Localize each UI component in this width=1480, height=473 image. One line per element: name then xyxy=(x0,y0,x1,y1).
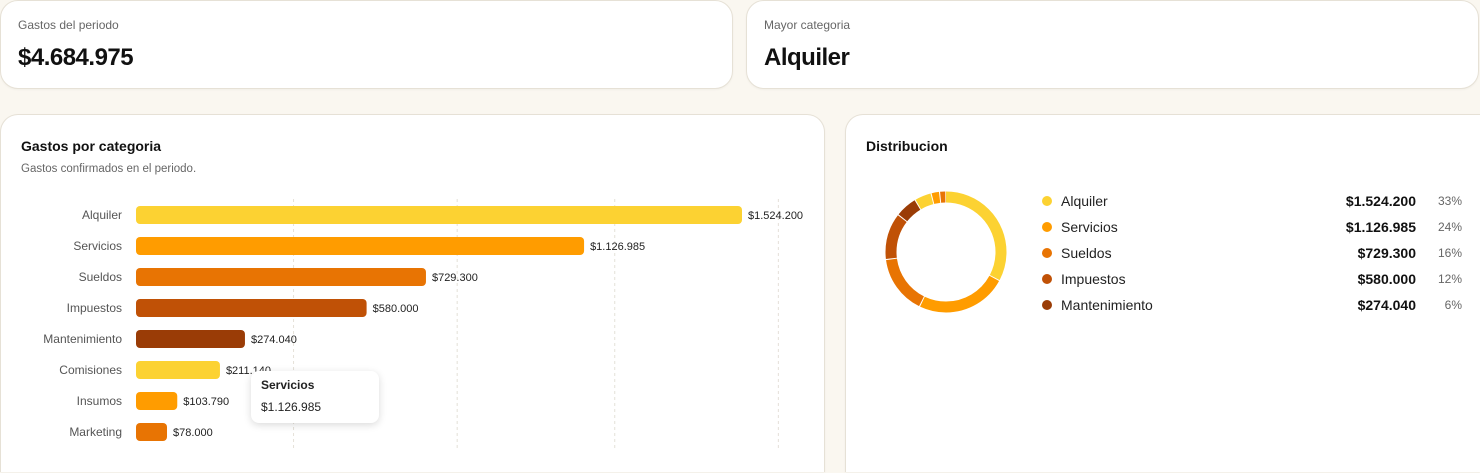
kpi-top-category-value: Alquiler xyxy=(764,44,850,71)
kpi-total-card: Gastos del periodo $4.684.975 xyxy=(0,0,733,89)
distribution-card: Distribucion Alquiler $1.524.200 33% Servic… xyxy=(845,114,1480,472)
legend-item[interactable]: Sueldos $729.300 16% xyxy=(1042,244,1462,262)
bar[interactable] xyxy=(136,206,742,224)
bar-category-label: Mantenimiento xyxy=(43,332,122,346)
bar-value-label: $1.524.200 xyxy=(748,210,803,222)
legend-swatch xyxy=(1042,300,1052,310)
bar-value-label: $580.000 xyxy=(373,303,419,315)
bar-category-label: Marketing xyxy=(69,425,122,439)
legend-item[interactable]: Impuestos $580.000 12% xyxy=(1042,270,1462,288)
legend-percent: 16% xyxy=(1437,246,1462,260)
bar[interactable] xyxy=(136,268,426,286)
kpi-total-label: Gastos del periodo xyxy=(18,18,119,32)
legend-item[interactable]: Alquiler $1.524.200 33% xyxy=(1042,192,1462,210)
chart-tooltip: Servicios $1.126.985 xyxy=(251,371,379,423)
bar-chart-title: Gastos por categoria xyxy=(21,138,162,154)
legend-name: Mantenimiento xyxy=(1061,297,1153,313)
legend-percent: 12% xyxy=(1437,272,1462,286)
bar[interactable] xyxy=(136,392,178,410)
bar[interactable] xyxy=(136,237,585,255)
legend-percent: 24% xyxy=(1437,220,1462,234)
legend-percent: 6% xyxy=(1444,298,1462,312)
legend-swatch xyxy=(1042,222,1052,232)
legend-item[interactable]: Servicios $1.126.985 24% xyxy=(1042,218,1462,236)
bar-category-label: Impuestos xyxy=(67,301,122,315)
legend-swatch xyxy=(1042,196,1052,206)
legend-swatch xyxy=(1042,248,1052,258)
legend-item[interactable]: Mantenimiento $274.040 6% xyxy=(1042,296,1462,314)
bar-chart-subtitle: Gastos confirmados en el periodo. xyxy=(21,163,197,175)
bar-value-label: $274.040 xyxy=(251,334,297,346)
legend-amount: $729.300 xyxy=(1357,245,1416,261)
bar[interactable] xyxy=(136,361,220,379)
bar-value-label: $729.300 xyxy=(432,272,478,284)
legend-percent: 33% xyxy=(1437,194,1462,208)
bar-category-label: Comisiones xyxy=(59,363,122,377)
legend-name: Impuestos xyxy=(1061,271,1126,287)
legend-name: Servicios xyxy=(1061,219,1118,235)
bar-category-label: Alquiler xyxy=(82,208,122,222)
tooltip-value: $1.126.985 xyxy=(261,400,322,414)
legend-amount: $580.000 xyxy=(1357,271,1416,287)
donut-slice[interactable] xyxy=(885,191,1007,313)
bar-value-label: $1.126.985 xyxy=(590,241,645,253)
bar-value-label: $103.790 xyxy=(183,396,229,408)
tooltip-category: Servicios xyxy=(261,378,315,392)
kpi-total-value: $4.684.975 xyxy=(18,44,134,71)
legend-swatch xyxy=(1042,274,1052,284)
kpi-top-category-card: Mayor categoria Alquiler xyxy=(746,0,1479,89)
bar-value-label: $78.000 xyxy=(173,427,213,439)
legend-name: Sueldos xyxy=(1061,245,1112,261)
legend-name: Alquiler xyxy=(1061,193,1108,209)
bar[interactable] xyxy=(136,423,168,441)
donut-slice[interactable] xyxy=(885,191,1007,313)
donut-slice[interactable] xyxy=(885,191,1007,313)
bar-chart-card: Gastos por categoria Gastos confirmados … xyxy=(0,114,825,472)
bar-category-label: Servicios xyxy=(73,239,122,253)
bar-category-label: Sueldos xyxy=(79,270,122,284)
kpi-top-category-label: Mayor categoria xyxy=(764,18,851,32)
bar[interactable] xyxy=(136,299,367,317)
distribution-title: Distribucion xyxy=(866,138,948,154)
bar-chart: Alquiler $1.524.200 Servicios $1.126.985 Sue… xyxy=(43,199,803,449)
legend-amount: $274.040 xyxy=(1357,297,1416,313)
bar[interactable] xyxy=(136,330,245,348)
donut-chart xyxy=(885,191,1007,313)
legend-amount: $1.524.200 xyxy=(1345,193,1416,209)
legend-amount: $1.126.985 xyxy=(1345,219,1416,235)
bar-category-label: Insumos xyxy=(77,394,122,408)
